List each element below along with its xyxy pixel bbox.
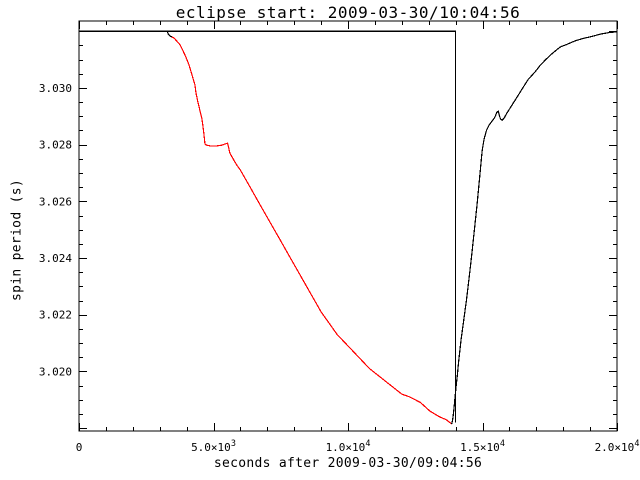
svg-text:3.024: 3.024 (39, 252, 72, 265)
svg-text:3.026: 3.026 (39, 195, 72, 208)
chart-title: eclipse start: 2009-03-30/10:04:56 (175, 3, 521, 22)
x-axis-label: seconds after 2009-03-30/09:04:56 (213, 456, 483, 471)
svg-text:0: 0 (76, 441, 83, 454)
svg-text:3.020: 3.020 (39, 366, 72, 379)
svg-text:3.030: 3.030 (39, 82, 72, 95)
svg-text:3.022: 3.022 (39, 309, 72, 322)
svg-text:1.0×104: 1.0×104 (326, 439, 371, 454)
svg-text:3.028: 3.028 (39, 139, 72, 152)
svg-text:2.0×104: 2.0×104 (595, 439, 640, 454)
y-axis-label: spin period (s) (9, 179, 25, 301)
svg-text:5.0×103: 5.0×103 (191, 439, 236, 454)
svg-text:1.5×104: 1.5×104 (460, 439, 505, 454)
